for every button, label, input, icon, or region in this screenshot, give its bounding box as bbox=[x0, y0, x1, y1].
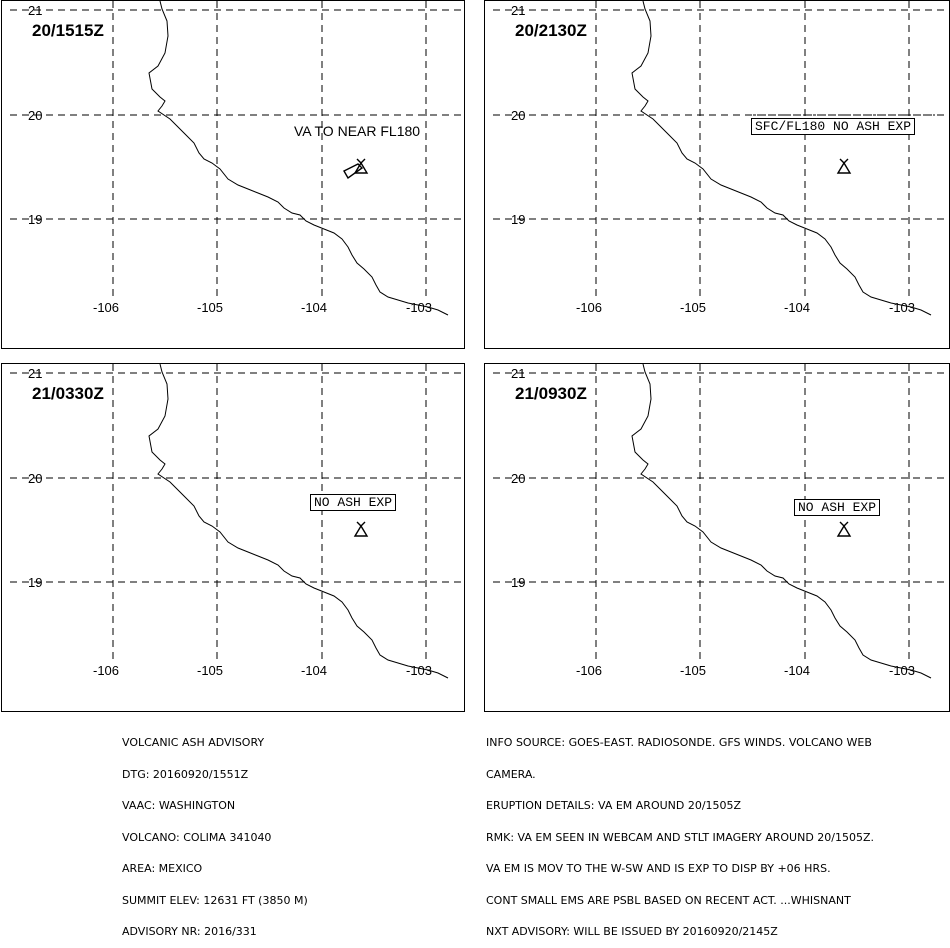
lon-label-103: -103 bbox=[406, 663, 433, 678]
lon-label-105: -105 bbox=[680, 663, 707, 678]
advisory-next: NXT ADVISORY: WILL BE ISSUED BY 20160920… bbox=[486, 925, 778, 938]
lat-label-21: 21 bbox=[28, 366, 43, 381]
volcano-triangle bbox=[353, 161, 369, 174]
lat-label-19: 19 bbox=[28, 575, 43, 590]
map-panel-4: 21/0930Z 21 20 19 -106 -105 -104 -103 NO… bbox=[484, 363, 950, 712]
volcano-triangle-icon bbox=[353, 521, 369, 537]
map-canvas-3 bbox=[10, 364, 466, 679]
advisory-remark: RMK: VA EM SEEN IN WEBCAM AND STLT IMAGE… bbox=[486, 830, 875, 844]
ash-annotation-box: NO ASH EXP bbox=[794, 499, 881, 516]
map-canvas-1 bbox=[10, 1, 466, 316]
lat-label-21: 21 bbox=[511, 3, 526, 18]
valid-time-label: 21/0930Z bbox=[515, 384, 587, 403]
lon-label-105: -105 bbox=[680, 300, 707, 315]
ash-annotation-box: SFC/FL180 NO ASH EXP bbox=[751, 118, 916, 135]
volcano-triangle bbox=[836, 161, 852, 174]
coastline-path bbox=[148, 364, 449, 679]
volcano-triangle bbox=[353, 524, 369, 537]
ash-annotation: VA TO NEAR FL180 bbox=[294, 123, 421, 139]
valid-time-label: 21/0330Z bbox=[32, 384, 104, 403]
coastline-path bbox=[631, 364, 932, 679]
valid-time-label: 20/1515Z bbox=[32, 21, 104, 40]
lon-label-105: -105 bbox=[197, 663, 224, 678]
advisory-remark-3: CONT SMALL EMS ARE PSBL BASED ON RECENT … bbox=[486, 893, 851, 907]
lon-label-103: -103 bbox=[889, 663, 916, 678]
advisory-left-block: VOLCANIC ASH ADVISORY DTG: 20160920/1551… bbox=[122, 717, 308, 948]
volcano-plume bbox=[839, 521, 849, 527]
lat-label-21: 21 bbox=[28, 3, 43, 18]
lat-label-20: 20 bbox=[511, 471, 526, 486]
map-panel-1: 20/1515Z 21 20 19 -106 -105 -104 -103 VA… bbox=[1, 0, 466, 349]
volcano-triangle-icon bbox=[836, 158, 852, 174]
advisory-remark-2: VA EM IS MOV TO THE W-SW AND IS EXP TO D… bbox=[486, 862, 831, 875]
lat-label-19: 19 bbox=[511, 575, 526, 590]
coastline-path bbox=[148, 1, 449, 316]
lat-label-21: 21 bbox=[511, 366, 526, 381]
lat-label-19: 19 bbox=[511, 212, 526, 227]
advisory-volcano: VOLCANO: COLIMA 341040 bbox=[122, 830, 272, 844]
advisory-area: AREA: MEXICO bbox=[122, 862, 203, 875]
lon-label-104: -104 bbox=[301, 663, 328, 678]
advisory-info-source: INFO SOURCE: GOES-EAST. RADIOSONDE. GFS … bbox=[486, 736, 872, 749]
advisory-title: VOLCANIC ASH ADVISORY bbox=[122, 736, 265, 749]
advisory-summit-elev: SUMMIT ELEV: 12631 FT (3850 M) bbox=[122, 893, 308, 907]
lon-label-103: -103 bbox=[406, 300, 433, 315]
ash-annotation-box: NO ASH EXP bbox=[310, 494, 397, 511]
advisory-dtg: DTG: 20160920/1551Z bbox=[122, 767, 249, 781]
advisory-eruption-details: ERUPTION DETAILS: VA EM AROUND 20/1505Z bbox=[486, 799, 742, 812]
lon-label-106: -106 bbox=[93, 663, 120, 678]
advisory-vaac: VAAC: WASHINGTON bbox=[122, 799, 236, 812]
ash-cloud-polygon bbox=[343, 163, 364, 180]
advisory-number: ADVISORY NR: 2016/331 bbox=[122, 925, 257, 938]
lat-label-20: 20 bbox=[511, 108, 526, 123]
lon-label-105: -105 bbox=[197, 300, 224, 315]
volcano-plume bbox=[356, 158, 366, 164]
valid-time-label: 20/2130Z bbox=[515, 21, 587, 40]
lon-label-104: -104 bbox=[301, 300, 328, 315]
volcano-triangle-icon bbox=[353, 158, 369, 174]
lon-label-104: -104 bbox=[784, 663, 811, 678]
map-canvas-4 bbox=[493, 364, 949, 679]
volcano-plume bbox=[839, 158, 849, 164]
coastline-path bbox=[631, 1, 932, 316]
lat-label-20: 20 bbox=[28, 108, 43, 123]
map-canvas-2 bbox=[493, 1, 949, 316]
advisory-right-block: INFO SOURCE: GOES-EAST. RADIOSONDE. GFS … bbox=[486, 717, 874, 948]
lon-label-103: -103 bbox=[889, 300, 916, 315]
lon-label-104: -104 bbox=[784, 300, 811, 315]
volcano-plume bbox=[356, 521, 366, 527]
lat-label-20: 20 bbox=[28, 471, 43, 486]
lat-label-19: 19 bbox=[28, 212, 43, 227]
map-panel-3: 21/0330Z 21 20 19 -106 -105 -104 -103 NO… bbox=[1, 363, 466, 712]
lon-label-106: -106 bbox=[93, 300, 120, 315]
advisory-info-source-cont: CAMERA. bbox=[486, 767, 536, 781]
volcano-triangle-icon bbox=[836, 521, 852, 537]
lon-label-106: -106 bbox=[576, 300, 603, 315]
lon-label-106: -106 bbox=[576, 663, 603, 678]
map-panel-2: 20/2130Z 21 20 19 -106 -105 -104 -103 SF… bbox=[484, 0, 950, 349]
volcano-triangle bbox=[836, 524, 852, 537]
